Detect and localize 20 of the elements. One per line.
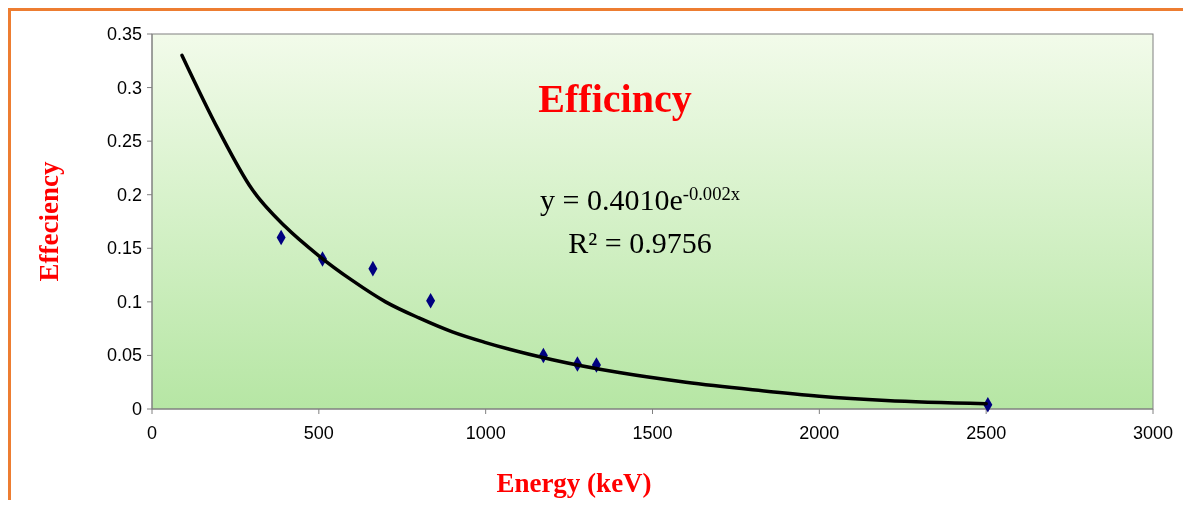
- text: Efficincy: [538, 76, 692, 121]
- y-tick-label: 0: [131, 399, 142, 419]
- annotation: R² = 0.9756: [568, 226, 712, 259]
- y-tick-label: 0.05: [106, 345, 142, 366]
- x-tick-label: 2500: [966, 423, 1007, 443]
- x-tick-label: 0: [146, 423, 158, 443]
- x-tick-label: 500: [303, 423, 334, 443]
- x-tick-label: 2000: [799, 423, 840, 443]
- x-tick-label: 1000: [465, 423, 506, 443]
- y-tick-label: 0.15: [106, 238, 142, 259]
- y-tick-label: 0.1: [116, 291, 142, 312]
- x-tick-label: 1500: [632, 423, 673, 443]
- y-axis-title: Effeciency: [34, 161, 64, 282]
- y-tick-label: 0.2: [116, 184, 142, 205]
- x-axis-title: Energy (keV): [496, 468, 652, 498]
- y-tick-label: 0.35: [106, 24, 142, 44]
- y-tick-label: 0.3: [116, 77, 142, 98]
- x-tick-label: 3000: [1132, 423, 1174, 443]
- y-tick-label: 0.25: [106, 131, 142, 152]
- annotation: y = 0.4010e$^{-0.002x}$: [539, 182, 741, 216]
